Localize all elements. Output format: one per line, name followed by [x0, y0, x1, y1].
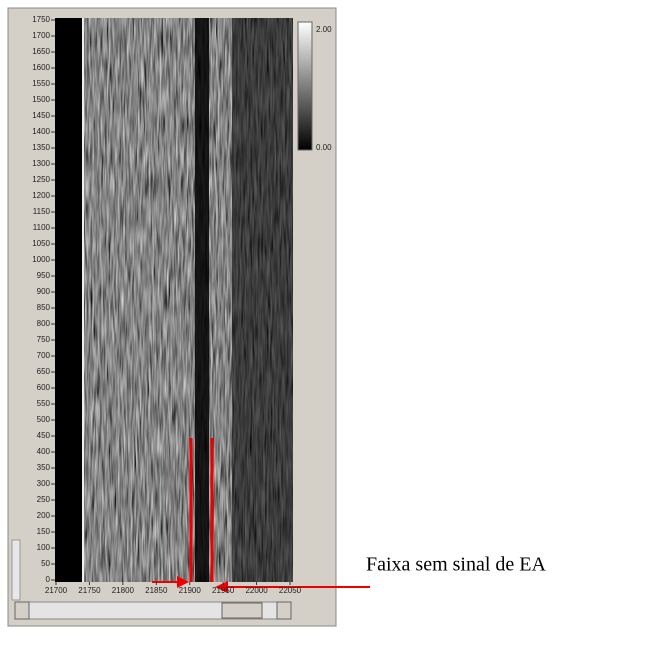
y-tick-label: 1300	[32, 159, 50, 168]
x-tick-label: 22000	[245, 586, 268, 595]
y-tick-label: 1400	[32, 127, 50, 136]
y-tick-label: 50	[41, 559, 50, 568]
y-tick-label: 350	[37, 463, 51, 472]
page: 2.00 0.00 Faixa sem sinal de EA 0 50 100 15…	[0, 0, 657, 660]
x-tick-label: 21800	[112, 586, 135, 595]
y-tick-label: 650	[37, 367, 51, 376]
y-tick-label: 750	[37, 335, 51, 344]
x-tick-label: 22050	[279, 586, 302, 595]
y-tick-label: 150	[37, 527, 51, 536]
y-tick-label: 1150	[33, 207, 51, 216]
scroll-thumb[interactable]	[222, 603, 262, 618]
y-tick-label: 250	[37, 495, 51, 504]
y-tick-label: 1500	[32, 95, 50, 104]
y-tick-label: 1750	[32, 15, 50, 24]
scroll-right[interactable]	[277, 602, 291, 619]
y-tick-label: 1600	[32, 63, 50, 72]
x-tick-label: 21950	[212, 586, 235, 595]
y-tick-label: 450	[37, 431, 51, 440]
y-tick-label: 900	[37, 287, 51, 296]
y-tick-label: 500	[37, 415, 51, 424]
y-tick-label: 1250	[32, 175, 50, 184]
scroll-left[interactable]	[15, 602, 29, 619]
scale-label: 0.00	[316, 143, 332, 152]
y-tick-label: 0	[46, 575, 51, 584]
y-tick-label: 400	[37, 447, 51, 456]
y-tick-label: 100	[37, 543, 51, 552]
noise-bright	[82, 18, 232, 582]
y-tick-label: 1550	[32, 79, 50, 88]
y-tick-label: 550	[37, 399, 51, 408]
dark-band	[195, 18, 209, 582]
annotation: Faixa sem sinal de EA	[366, 554, 547, 576]
noise-dim	[232, 18, 293, 582]
y-tick-label: 1200	[32, 191, 50, 200]
y-tick-label: 1100	[33, 223, 51, 232]
x-tick-label: 21850	[145, 586, 168, 595]
scale-label: 2.00	[316, 25, 332, 34]
y-tick-label: 950	[37, 271, 51, 280]
color-scale	[298, 22, 312, 150]
x-tick-label: 21700	[45, 586, 68, 595]
y-tick-label: 700	[37, 351, 51, 360]
y-tick-label: 300	[37, 479, 51, 488]
y-tick-label: 1350	[32, 143, 50, 152]
y-tick-label: 1000	[32, 255, 50, 264]
y-tick-label: 600	[37, 383, 51, 392]
y-tick-label: 850	[37, 303, 51, 312]
edge-line	[82, 18, 84, 582]
y-tick-label: 200	[37, 511, 51, 520]
y-tick-label: 1700	[32, 31, 50, 40]
x-tick-label: 21750	[78, 586, 101, 595]
y-tick-label: 1450	[32, 111, 50, 120]
x-tick-label: 21900	[179, 586, 202, 595]
side-tab	[12, 540, 20, 600]
y-tick-label: 800	[37, 319, 51, 328]
screenshot: 2.00 0.00 Faixa sem sinal de EA 0 50 100 15…	[0, 0, 657, 660]
y-tick-label: 1650	[32, 47, 50, 56]
y-tick-label: 1050	[32, 239, 50, 248]
